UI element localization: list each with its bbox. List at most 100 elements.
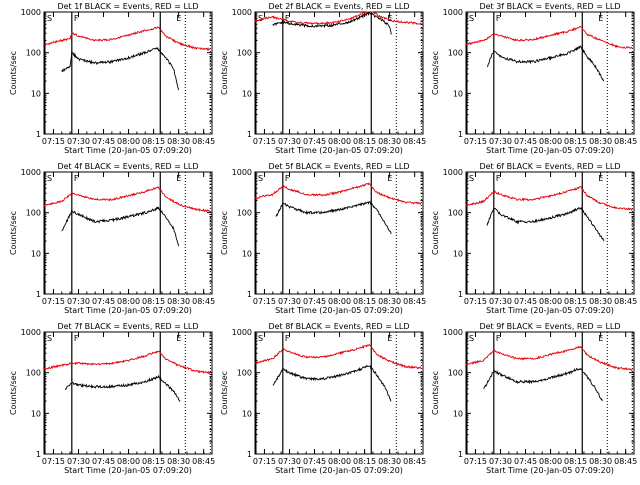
y-tick-label: 10 [242,89,252,98]
x-tick-label: 07:15 [253,297,276,306]
y-tick-label: 10 [31,409,41,418]
y-tick-label: 100 [26,369,41,378]
y-tick-label: 1000 [21,168,41,177]
x-tick-label: 07:30 [278,297,301,306]
marker-label-f: F [74,334,79,343]
y-tick-label: 100 [237,49,252,58]
chart-title: Det 6f BLACK = Events, RED = LLD [479,162,620,171]
lld-series-line [43,350,211,375]
y-axis-label: Counts/sec [431,211,440,255]
y-tick-label: 10 [31,89,41,98]
marker-label-f: F [285,334,290,343]
lld-series-line [42,26,211,52]
marker-label-e: E [598,174,603,183]
chart-title: Det 4f BLACK = Events, RED = LLD [57,162,198,171]
x-tick-label: 07:30 [278,137,301,146]
lld-series-line [464,25,633,49]
x-tick-label: 07:45 [303,297,326,306]
y-tick-label: 10 [453,249,463,258]
x-tick-label: 07:15 [464,137,487,146]
x-tick-label: 08:15 [353,297,376,306]
x-tick-label: 07:45 [92,457,115,466]
y-tick-label: 1000 [21,8,41,17]
y-axis-label: Counts/sec [9,371,18,415]
plot-frame [43,11,213,135]
marker-label-s: S [469,14,474,23]
chart-title: Det 5f BLACK = Events, RED = LLD [268,162,409,171]
marker-label-f: F [496,14,501,23]
x-tick-label: 07:30 [489,137,512,146]
y-tick-label: 10 [31,249,41,258]
y-tick-label: 1000 [443,168,463,177]
plot-frame [254,331,424,455]
plot-frame [254,171,424,295]
x-tick-label: 08:45 [192,297,215,306]
x-tick-label: 08:00 [328,457,351,466]
events-series-line [61,206,180,247]
x-tick-label: 08:45 [614,137,637,146]
x-tick-label: 07:30 [67,137,90,146]
x-axis-label: Start Time (20-Jan-05 07:09:20) [64,466,192,475]
x-tick-label: 08:45 [403,297,426,306]
marker-label-s: S [258,334,263,343]
y-tick-label: 1000 [21,328,41,337]
lld-series-line [43,186,211,213]
chart-title: Det 3f BLACK = Events, RED = LLD [479,2,620,11]
y-tick-label: 100 [26,49,41,58]
y-tick-label: 1 [36,450,41,459]
x-tick-label: 08:30 [167,297,190,306]
x-tick-label: 07:45 [92,297,115,306]
chart-title: Det 8f BLACK = Events, RED = LLD [268,322,409,331]
x-axis-label: Start Time (20-Jan-05 07:09:20) [486,146,614,155]
y-tick-label: 1 [36,290,41,299]
x-tick-label: 07:15 [464,457,487,466]
marker-label-e: E [387,14,392,23]
x-tick-label: 08:00 [539,137,562,146]
marker-label-s: S [258,174,263,183]
y-tick-label: 1000 [232,168,252,177]
x-tick-label: 07:45 [514,457,537,466]
x-tick-label: 08:15 [564,457,587,466]
x-tick-label: 07:15 [464,297,487,306]
marker-label-s: S [469,334,474,343]
y-tick-label: 10 [242,249,252,258]
events-series-line [272,364,392,402]
chart-title: Det 1f BLACK = Events, RED = LLD [57,2,198,11]
marker-label-e: E [598,14,603,23]
chart-panel: Det 4f BLACK = Events, RED = LLD 1 10 100 10… [9,162,215,315]
y-axis-label: Counts/sec [9,51,18,95]
y-axis-label: Counts/sec [220,371,229,415]
plot-frame [465,171,635,295]
x-axis-label: Start Time (20-Jan-05 07:09:20) [64,306,192,315]
events-series-line [483,367,603,402]
y-tick-label: 1 [247,130,252,139]
x-axis-label: Start Time (20-Jan-05 07:09:20) [275,146,403,155]
marker-label-e: E [598,334,603,343]
x-tick-label: 07:15 [253,457,276,466]
x-tick-label: 08:15 [142,137,165,146]
marker-label-e: E [176,14,181,23]
x-tick-label: 08:15 [353,137,376,146]
y-axis-label: Counts/sec [220,211,229,255]
x-tick-label: 07:45 [514,297,537,306]
lld-series-line [465,186,633,211]
x-tick-label: 08:15 [142,297,165,306]
x-tick-label: 08:15 [142,457,165,466]
chart-panel: Det 5f BLACK = Events, RED = LLD 1 10 100 10… [220,162,426,315]
marker-label-s: S [469,174,474,183]
marker-label-e: E [176,334,181,343]
y-tick-label: 1 [458,290,463,299]
x-tick-label: 08:00 [117,137,140,146]
x-tick-label: 07:30 [67,457,90,466]
x-axis-label: Start Time (20-Jan-05 07:09:20) [275,306,403,315]
plot-frame [43,331,213,455]
x-tick-label: 08:30 [378,297,401,306]
y-tick-label: 100 [237,369,252,378]
y-axis-label: Counts/sec [431,51,440,95]
x-tick-label: 07:30 [278,457,301,466]
x-tick-label: 07:45 [303,457,326,466]
marker-label-f: F [496,334,501,343]
x-tick-label: 08:15 [353,457,376,466]
x-tick-label: 08:30 [589,457,612,466]
chart-title: Det 2f BLACK = Events, RED = LLD [268,2,409,11]
